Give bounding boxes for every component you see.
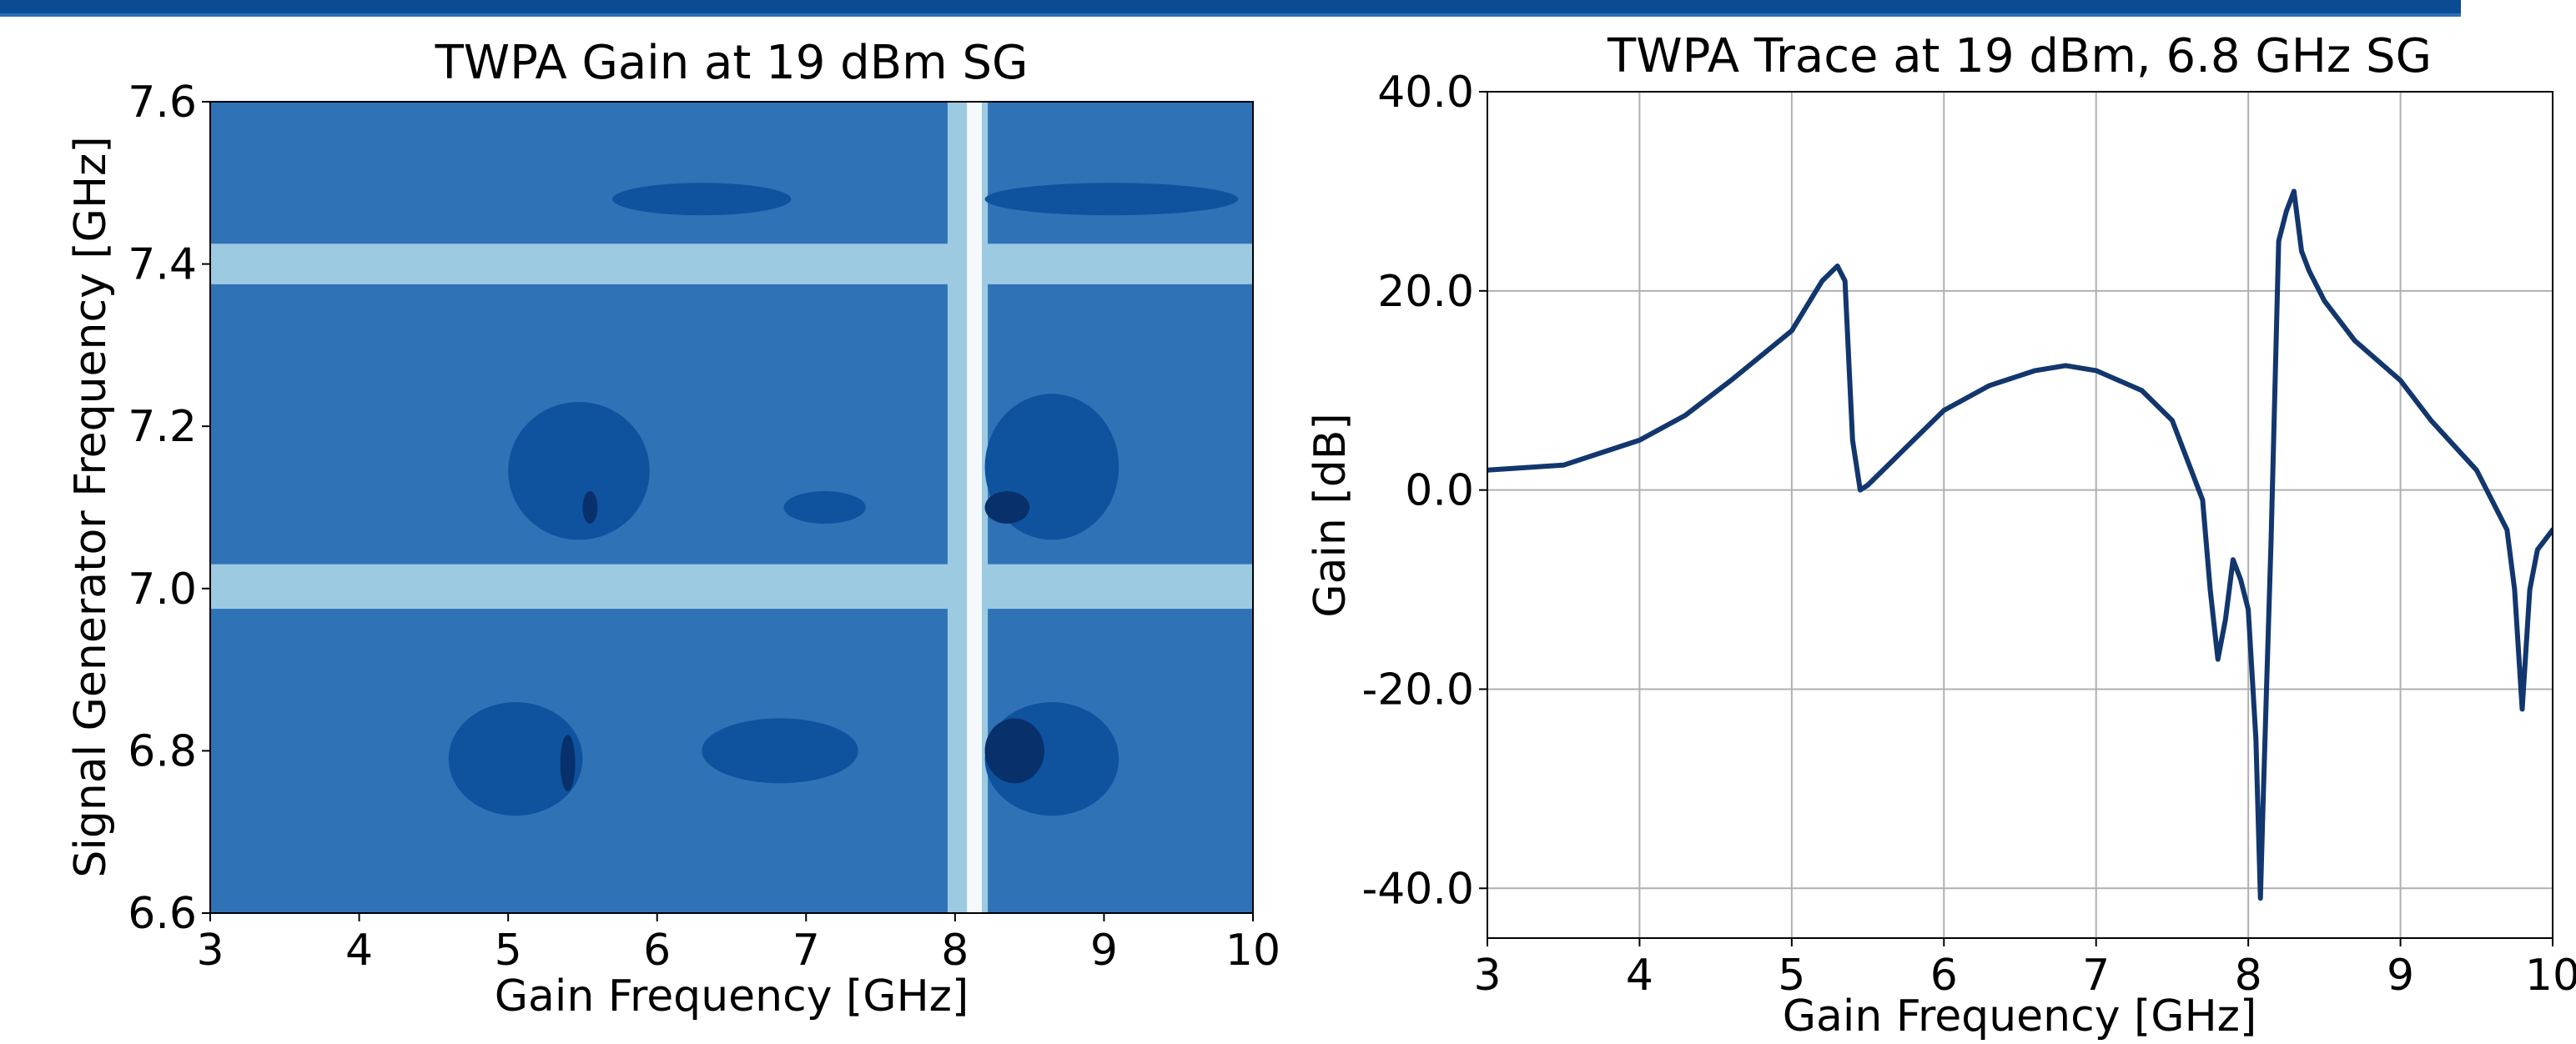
heatmap-y-axis: 6.6 6.8 7.0 7.2 7.4 7.6 [128,78,210,939]
header-bar [0,0,2461,17]
heatmap-band-h-0 [210,243,1253,284]
heatmap-region-10 [612,183,792,216]
line-xtick-label: 7 [2082,951,2110,1001]
line-title: TWPA Trace at 19 dBm, 6.8 GHz SG [1607,29,2432,83]
heatmap-region-5 [508,402,650,540]
line-xtick-label: 5 [1778,951,1805,1001]
heatmap-x-axis: 3 4 5 6 7 8 9 10 [196,913,1280,976]
heatmap-chart: TWPA Gain at 19 dBm SG 3 4 5 6 7 8 9 10 6.6 6.8 7… [66,36,1280,1021]
line-chart: TWPA Trace at 19 dBm, 6.8 GHz SG 3 4 5 6 7 8 9… [1306,29,2576,1041]
line-grid [1487,91,2553,938]
heatmap-title: TWPA Gain at 19 dBm SG [435,36,1029,90]
heatmap-xlabel: Gain Frequency [GHz] [495,971,969,1021]
heatmap-xtick-label: 9 [1090,926,1118,976]
heatmap-xtick-label: 7 [792,926,820,976]
heatmap-region-1 [560,734,576,792]
heatmap-region-11 [984,183,1239,216]
line-xtick-label: 6 [1930,951,1958,1001]
line-xtick-label: 4 [1626,951,1653,1001]
line-ytick-label: -20.0 [1361,665,1474,715]
line-xtick-label: 3 [1473,951,1501,1001]
heatmap-ytick-label: 7.0 [128,565,197,615]
heatmap-ytick-label: 6.8 [128,726,197,776]
line-xtick-label: 10 [2525,951,2576,1001]
heatmap-xtick-label: 6 [643,926,671,976]
heatmap-xtick-label: 5 [495,926,522,976]
line-ytick-label: 20.0 [1377,267,1474,317]
heatmap-region-6 [582,491,598,524]
line-frame [1487,91,2553,939]
heatmap-ytick-label: 7.6 [128,78,197,128]
line-ylabel: Gain [dB] [1306,413,1356,617]
heatmap-xtick-label: 4 [345,926,373,976]
heatmap-ylabel: Signal Generator Frequency [GHz] [66,136,116,877]
line-x-axis: 3 4 5 6 7 8 9 10 [1473,938,2576,1001]
line-ytick-label: 0.0 [1405,466,1474,516]
line-xtick-label: 8 [2235,951,2262,1001]
line-ytick-label: -40.0 [1361,864,1474,914]
heatmap-region-7 [783,491,866,524]
heatmap-plot-area [210,102,1253,913]
line-series-trace [1487,188,2553,901]
heatmap-band-v-3 [967,102,982,913]
line-xtick-label: 9 [2387,951,2414,1001]
heatmap-ytick-label: 7.2 [128,402,197,452]
heatmap-region-0 [448,702,583,816]
heatmap-region-9 [984,491,1030,524]
heatmap-region-4 [984,718,1045,784]
heatmap-band-h-1 [210,564,1253,610]
heatmap-frame [209,101,1254,914]
line-xlabel: Gain Frequency [GHz] [1783,991,2257,1041]
heatmap-ytick-label: 7.4 [128,240,197,290]
heatmap-xtick-label: 8 [941,926,969,976]
heatmap-ytick-label: 6.6 [128,889,197,939]
line-ytick-label: 40.0 [1377,68,1474,118]
heatmap-xtick-label: 3 [196,926,224,976]
heatmap-xtick-label: 10 [1225,926,1280,976]
line-y-axis: -40.0 -20.0 0.0 20.0 40.0 [1361,68,1487,914]
heatmap-region-2 [702,718,858,784]
